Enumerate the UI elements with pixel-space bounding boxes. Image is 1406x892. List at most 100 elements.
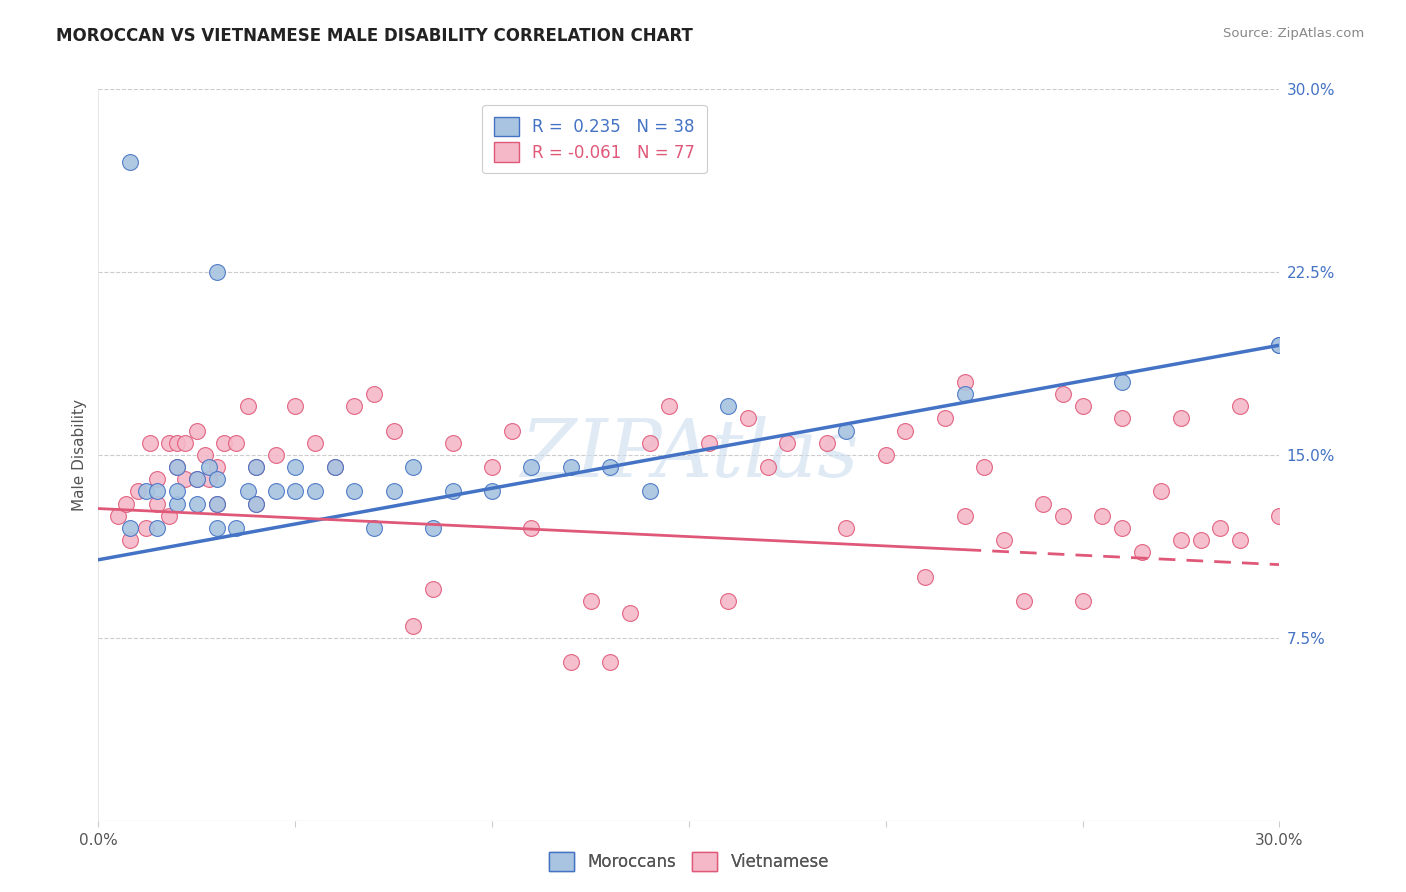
Point xyxy=(1091,508,1114,523)
Point xyxy=(382,484,405,499)
Point xyxy=(1268,508,1291,523)
Point xyxy=(1032,497,1054,511)
Point xyxy=(205,460,228,475)
Point xyxy=(638,484,661,499)
Point xyxy=(717,594,740,608)
Point xyxy=(402,618,425,632)
Point xyxy=(166,497,188,511)
Point xyxy=(146,472,169,486)
Point xyxy=(146,521,169,535)
Point xyxy=(107,508,129,523)
Point xyxy=(166,460,188,475)
Point xyxy=(1052,387,1074,401)
Point xyxy=(914,570,936,584)
Point xyxy=(205,265,228,279)
Point xyxy=(1111,411,1133,425)
Point xyxy=(599,655,621,669)
Point xyxy=(441,484,464,499)
Legend: Moroccans, Vietnamese: Moroccans, Vietnamese xyxy=(541,846,837,878)
Text: ZIPAtlas: ZIPAtlas xyxy=(520,417,858,493)
Point xyxy=(422,582,444,596)
Point xyxy=(638,435,661,450)
Point xyxy=(146,497,169,511)
Point xyxy=(245,497,267,511)
Point xyxy=(1130,545,1153,559)
Point xyxy=(323,460,346,475)
Point xyxy=(264,484,287,499)
Point xyxy=(197,460,219,475)
Point xyxy=(225,521,247,535)
Point xyxy=(186,472,208,486)
Point xyxy=(205,497,228,511)
Point xyxy=(441,435,464,450)
Point xyxy=(815,435,838,450)
Point xyxy=(1229,533,1251,548)
Point xyxy=(245,497,267,511)
Point xyxy=(481,460,503,475)
Point xyxy=(835,521,858,535)
Point xyxy=(1268,338,1291,352)
Point xyxy=(697,435,720,450)
Point xyxy=(894,424,917,438)
Point xyxy=(1170,411,1192,425)
Point xyxy=(520,460,543,475)
Point xyxy=(174,435,197,450)
Point xyxy=(520,521,543,535)
Point xyxy=(236,399,259,413)
Point xyxy=(1150,484,1173,499)
Y-axis label: Male Disability: Male Disability xyxy=(72,399,87,511)
Point xyxy=(1189,533,1212,548)
Point xyxy=(953,508,976,523)
Point xyxy=(776,435,799,450)
Point xyxy=(166,460,188,475)
Point xyxy=(194,448,217,462)
Point xyxy=(118,521,141,535)
Point xyxy=(264,448,287,462)
Point xyxy=(363,521,385,535)
Point xyxy=(186,497,208,511)
Point xyxy=(363,387,385,401)
Point xyxy=(1209,521,1232,535)
Point xyxy=(284,460,307,475)
Point xyxy=(205,497,228,511)
Point xyxy=(135,484,157,499)
Point xyxy=(245,460,267,475)
Point xyxy=(1052,508,1074,523)
Point xyxy=(973,460,995,475)
Point xyxy=(1012,594,1035,608)
Point xyxy=(343,399,366,413)
Point xyxy=(560,655,582,669)
Point xyxy=(304,435,326,450)
Point xyxy=(138,435,160,450)
Point xyxy=(205,472,228,486)
Point xyxy=(127,484,149,499)
Point xyxy=(756,460,779,475)
Point xyxy=(737,411,759,425)
Point xyxy=(214,435,236,450)
Point xyxy=(619,607,641,621)
Point xyxy=(1111,375,1133,389)
Point xyxy=(115,497,138,511)
Point xyxy=(560,460,582,475)
Point xyxy=(304,484,326,499)
Point xyxy=(1071,399,1094,413)
Point xyxy=(284,484,307,499)
Point xyxy=(835,424,858,438)
Point xyxy=(1071,594,1094,608)
Point xyxy=(166,435,188,450)
Point xyxy=(157,508,180,523)
Point xyxy=(157,435,180,450)
Point xyxy=(323,460,346,475)
Point xyxy=(579,594,602,608)
Point xyxy=(382,424,405,438)
Point xyxy=(146,484,169,499)
Point xyxy=(197,472,219,486)
Point xyxy=(1229,399,1251,413)
Point xyxy=(135,521,157,535)
Text: Source: ZipAtlas.com: Source: ZipAtlas.com xyxy=(1223,27,1364,40)
Point xyxy=(245,460,267,475)
Point xyxy=(1170,533,1192,548)
Point xyxy=(934,411,956,425)
Point xyxy=(953,375,976,389)
Point xyxy=(174,472,197,486)
